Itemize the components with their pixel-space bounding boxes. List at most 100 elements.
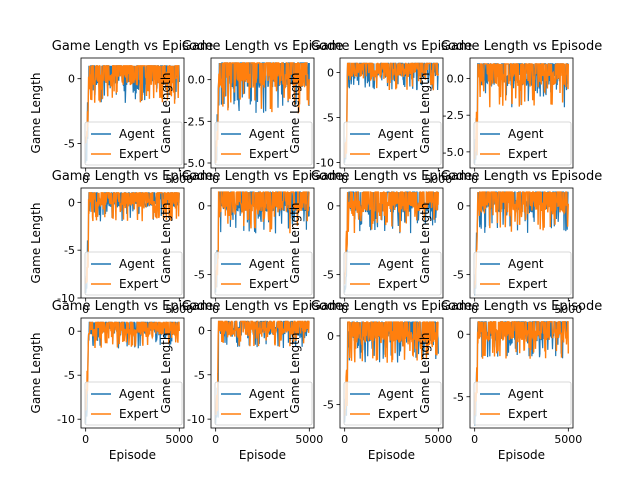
y-tick-label: -5 bbox=[64, 369, 75, 382]
series-line-expert bbox=[215, 191, 310, 289]
series-line-expert bbox=[344, 321, 439, 416]
axes-frame bbox=[339, 317, 444, 429]
x-tick-label: 5000 bbox=[165, 433, 193, 446]
subplot-title: Game Length vs Episode bbox=[311, 299, 472, 314]
x-tick-label: 0 bbox=[341, 433, 348, 446]
legend-label-agent: Agent bbox=[508, 127, 544, 141]
y-tick-label: -5 bbox=[323, 399, 334, 412]
y-axis-label: Game Length bbox=[159, 333, 173, 414]
legend-label-agent: Agent bbox=[249, 257, 285, 271]
legend: Agent Expert bbox=[343, 381, 442, 426]
x-axis-label: Episode bbox=[498, 448, 545, 462]
legend-label-agent: Agent bbox=[119, 387, 155, 401]
y-tick-label: 0 bbox=[327, 200, 334, 213]
series-line-expert bbox=[85, 192, 180, 284]
y-tick-label: -5 bbox=[323, 269, 334, 282]
legend-label-agent: Agent bbox=[378, 127, 414, 141]
subplot-10: 0 5000 0 -5 -10 Game Length vs Episode Game Le… bbox=[159, 299, 343, 462]
y-axis-label: Game Length bbox=[418, 203, 432, 284]
y-axis-label: Game Length bbox=[288, 333, 302, 414]
legend-label-expert: Expert bbox=[508, 407, 548, 421]
y-tick-label: -5 bbox=[194, 269, 205, 282]
legend: Agent Expert bbox=[473, 121, 572, 166]
subplot-title: Game Length vs Episode bbox=[52, 169, 213, 184]
y-axis-label: Game Length bbox=[288, 73, 302, 154]
x-axis-label: Episode bbox=[239, 448, 286, 462]
axes-frame bbox=[469, 187, 574, 299]
legend-label-expert: Expert bbox=[378, 147, 418, 161]
y-tick-label: -5 bbox=[453, 269, 464, 282]
y-tick-label: -5 bbox=[64, 244, 75, 257]
legend-label-expert: Expert bbox=[508, 277, 548, 291]
x-tick-label: 0 bbox=[471, 173, 478, 186]
x-axis-label: Episode bbox=[109, 448, 156, 462]
legend-label-agent: Agent bbox=[119, 127, 155, 141]
y-axis-label: Game Length bbox=[29, 203, 43, 284]
y-tick-label: 0 bbox=[68, 73, 75, 86]
subplot-title: Game Length vs Episode bbox=[441, 299, 602, 314]
series-line-expert bbox=[344, 62, 439, 159]
axes-frame bbox=[210, 57, 315, 169]
axes-frame bbox=[80, 187, 185, 299]
y-axis-label: Game Length bbox=[159, 73, 173, 154]
axes-frame bbox=[80, 317, 185, 429]
legend: Agent Expert bbox=[84, 251, 183, 296]
x-tick-label: 5000 bbox=[554, 433, 582, 446]
legend-label-agent: Agent bbox=[378, 257, 414, 271]
legend: Agent Expert bbox=[84, 121, 183, 166]
x-tick-label: 0 bbox=[212, 433, 219, 446]
x-tick-label: 0 bbox=[471, 433, 478, 446]
y-tick-label: -10 bbox=[187, 413, 205, 426]
legend: Agent Expert bbox=[84, 381, 183, 426]
y-axis-label: Game Length bbox=[29, 333, 43, 414]
y-tick-label: 0 bbox=[198, 324, 205, 337]
y-tick-label: -5.0 bbox=[184, 157, 205, 170]
axes-frame bbox=[339, 57, 444, 169]
x-tick-label: 0 bbox=[341, 173, 348, 186]
legend: Agent Expert bbox=[214, 381, 313, 426]
y-tick-label: 0 bbox=[327, 66, 334, 79]
y-tick-label: -5 bbox=[64, 137, 75, 150]
subplot-title: Game Length vs Episode bbox=[441, 39, 602, 54]
y-tick-label: -5 bbox=[194, 369, 205, 382]
x-axis-label: Episode bbox=[368, 448, 415, 462]
subplot-title: Game Length vs Episode bbox=[311, 39, 472, 54]
subplot-title: Game Length vs Episode bbox=[52, 39, 213, 54]
x-tick-label: 0 bbox=[212, 303, 219, 316]
y-axis-label: Game Length bbox=[29, 73, 43, 154]
y-tick-label: -2.5 bbox=[443, 109, 464, 122]
x-tick-label: 0 bbox=[212, 173, 219, 186]
x-tick-label: 5000 bbox=[165, 303, 193, 316]
legend: Agent Expert bbox=[343, 251, 442, 296]
legend: Agent Expert bbox=[214, 121, 313, 166]
subplot-title: Game Length vs Episode bbox=[441, 169, 602, 184]
subplot-8: 0 5000 0 -5 Game Length vs Episode Game Lengt… bbox=[418, 169, 602, 316]
legend-label-agent: Agent bbox=[249, 387, 285, 401]
series-line-expert bbox=[474, 191, 569, 289]
subplot-9: 0 5000 0 -5 -10 Game Length vs Episode Game Le… bbox=[29, 299, 213, 462]
y-tick-label: -5.0 bbox=[443, 146, 464, 159]
series-line-expert bbox=[85, 65, 180, 144]
x-tick-label: 0 bbox=[471, 303, 478, 316]
series-line-expert bbox=[474, 321, 569, 416]
axes-frame bbox=[210, 317, 315, 429]
x-tick-label: 0 bbox=[82, 303, 89, 316]
y-tick-label: 0 bbox=[327, 330, 334, 343]
x-tick-label: 5000 bbox=[424, 173, 452, 186]
legend-label-expert: Expert bbox=[119, 407, 159, 421]
subplot-title: Game Length vs Episode bbox=[311, 169, 472, 184]
y-axis-label: Game Length bbox=[159, 203, 173, 284]
y-axis-label: Game Length bbox=[288, 203, 302, 284]
axes-frame bbox=[80, 57, 185, 169]
legend: Agent Expert bbox=[343, 121, 442, 166]
x-tick-label: 5000 bbox=[554, 303, 582, 316]
legend-label-expert: Expert bbox=[378, 407, 418, 421]
subplot-title: Game Length vs Episode bbox=[182, 299, 343, 314]
y-tick-label: 0 bbox=[457, 328, 464, 341]
